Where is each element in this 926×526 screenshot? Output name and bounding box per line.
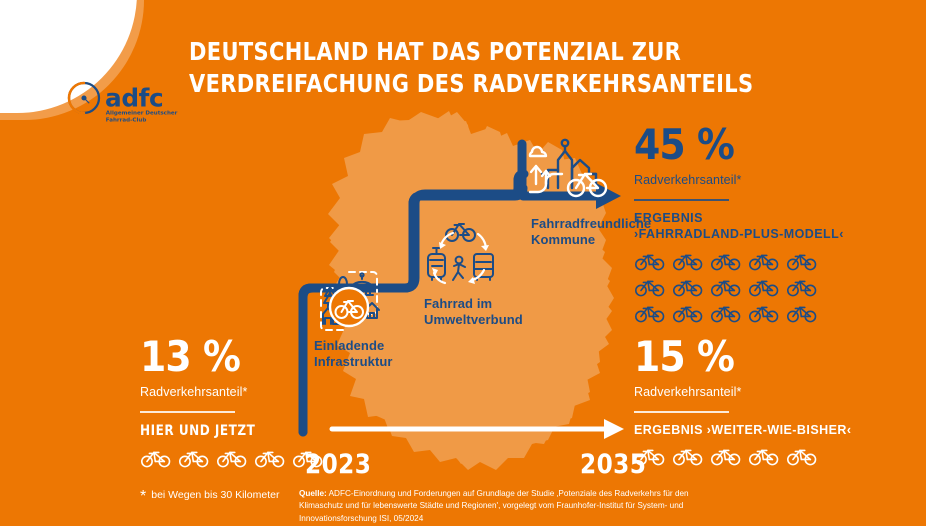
timeline-end-year: 2035	[580, 449, 647, 480]
bicycle-icon	[711, 280, 741, 297]
stat-now: 13 % Radverkehrsanteil* HIER UND JETZT	[140, 336, 350, 468]
logo-subtitle-line2: Fahrrad-Club	[106, 117, 147, 123]
stat-business-as-usual: 15 % Radverkehrsanteil* ERGEBNIS ›WEITER…	[634, 336, 851, 466]
bicycle-icon	[787, 280, 817, 297]
step3-line1: Fahrradfreundliche	[531, 216, 652, 231]
headline-line-2: VERDREIFACHUNG DES RADVERKEHRSANTEILS	[189, 69, 754, 98]
stat-now-divider	[140, 411, 235, 413]
bicycle-icon	[293, 451, 323, 468]
svg-text:adfc: adfc	[105, 83, 163, 112]
stat-plus-tag-line1: ERGEBNIS	[634, 211, 703, 225]
bicycle-icon	[673, 254, 703, 271]
stat-plus-bike-grid	[634, 251, 834, 323]
step1-line1: Einladende	[314, 338, 385, 353]
step-label-fahrradfreundliche-kommune: Fahrradfreundliche Kommune	[531, 216, 651, 249]
footnote: * bei Wegen bis 30 Kilometer	[140, 487, 280, 505]
bicycle-icon	[787, 306, 817, 323]
bicycle-icon	[673, 306, 703, 323]
bicycle-icon	[635, 449, 665, 466]
step2-line2: Umweltverbund	[424, 312, 523, 328]
bicycle-icon	[711, 449, 741, 466]
stat-plus-value: 45 %	[634, 120, 735, 169]
bicycle-icon	[141, 451, 171, 468]
bicycle-icon	[749, 306, 779, 323]
timeline-start-year: 2023	[305, 449, 372, 480]
bicycle-icon	[749, 449, 779, 466]
bike-friendly-town-icon	[528, 138, 608, 198]
stat-now-label: Radverkehrsanteil*	[140, 385, 248, 399]
bicycle-icon	[749, 280, 779, 297]
bicycle-icon	[635, 306, 665, 323]
source-prefix: Quelle:	[299, 489, 327, 498]
bicycle-icon	[673, 280, 703, 297]
bicycle-icon	[749, 254, 779, 271]
bicycle-icon	[673, 449, 703, 466]
inviting-infrastructure-icon	[320, 271, 380, 331]
step1-line2: Infrastruktur	[314, 354, 393, 370]
stat-plus-tag-line2: ›FAHRRADLAND-PLUS-MODELL‹	[634, 227, 844, 241]
stat-bau-bike-row	[634, 446, 844, 466]
source-note: Quelle: ADFC-Einordnung und Forderungen …	[299, 488, 719, 525]
adfc-logo[interactable]: adfc Allgemeiner Deutscher Fahrrad-Club	[66, 78, 186, 124]
headline-line-1: DEUTSCHLAND HAT DAS POTENZIAL ZUR	[189, 37, 682, 66]
footnote-text: bei Wegen bis 30 Kilometer	[151, 489, 280, 501]
stat-bike-country-plus: 45 % Radverkehrsanteil* ERGEBNIS ›FAHRRA…	[634, 124, 844, 323]
adfc-logo-mark: adfc Allgemeiner Deutscher Fahrrad-Club	[67, 81, 178, 123]
stat-bau-tag: ERGEBNIS ›WEITER-WIE-BISHER‹	[634, 423, 852, 437]
stat-bau-value: 15 %	[634, 332, 735, 381]
stat-bau-divider	[634, 411, 729, 413]
stat-bau-label: Radverkehrsanteil*	[634, 385, 742, 399]
step2-line1: Fahrrad im	[424, 296, 493, 311]
stat-plus-divider	[634, 199, 729, 201]
stat-plus-label: Radverkehrsanteil*	[634, 173, 742, 187]
footnote-asterisk-icon: *	[140, 488, 147, 505]
step3-line2: Kommune	[531, 232, 596, 248]
step-label-fahrrad-im-umweltverbund: Fahrrad im Umweltverbund	[424, 296, 523, 329]
source-text: ADFC-Einordnung und Forderungen auf Grun…	[299, 489, 689, 523]
bicycle-icon	[787, 254, 817, 271]
bicycle-icon	[217, 451, 247, 468]
step-label-einladende-infrastruktur: Einladende Infrastruktur	[314, 338, 393, 371]
stat-now-bike-row	[140, 448, 350, 468]
bicycle-icon	[635, 254, 665, 271]
bicycle-icon	[787, 449, 817, 466]
page-title: DEUTSCHLAND HAT DAS POTENZIAL ZUR VERDRE…	[189, 36, 754, 100]
stat-now-tag: HIER UND JETZT	[140, 423, 256, 439]
bicycle-icon	[711, 306, 741, 323]
bicycle-icon	[635, 280, 665, 297]
multimodal-transport-icon	[427, 223, 494, 285]
logo-subtitle-line1: Allgemeiner Deutscher	[106, 111, 178, 117]
bicycle-icon	[255, 451, 285, 468]
bicycle-icon	[711, 254, 741, 271]
stat-now-value: 13 %	[140, 332, 241, 381]
bicycle-icon	[179, 451, 209, 468]
